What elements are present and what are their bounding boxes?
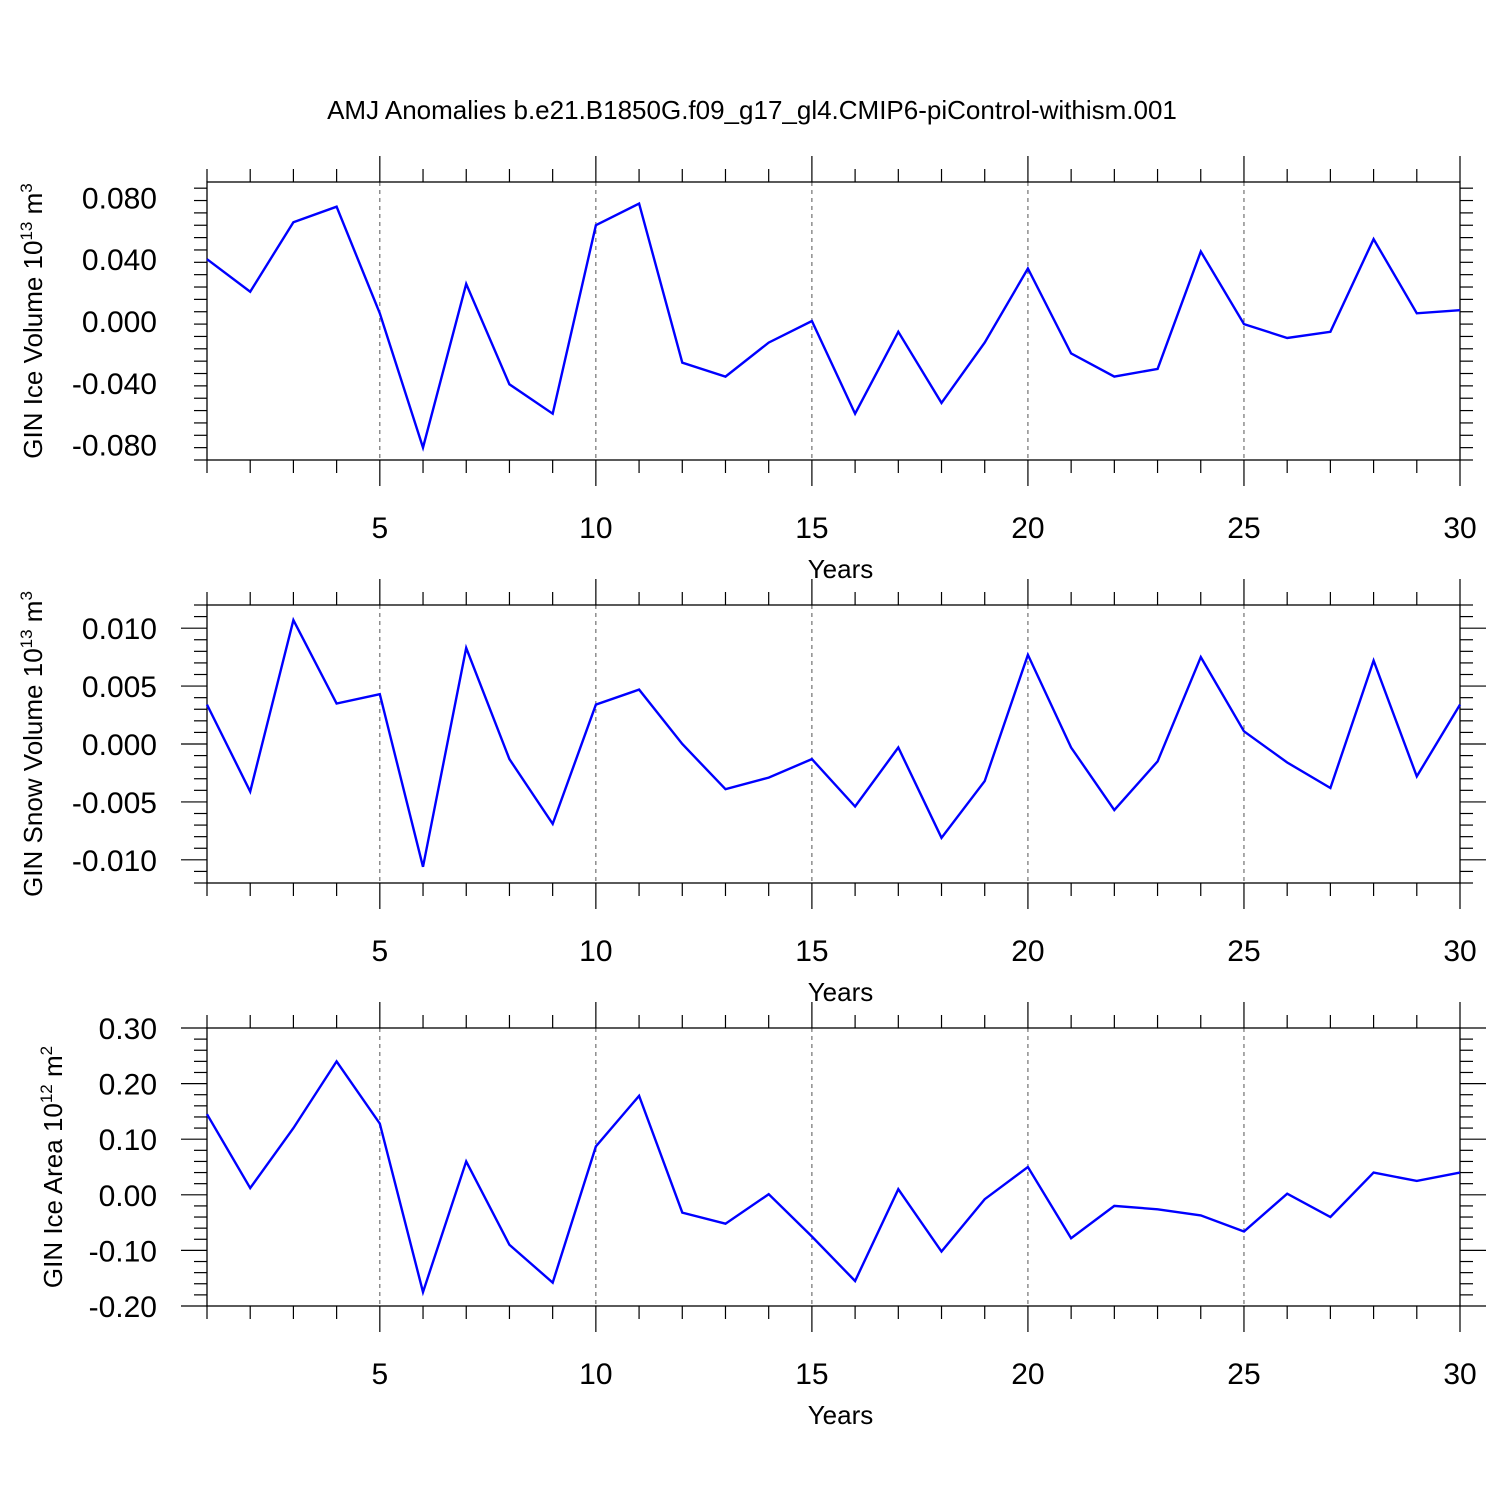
- x-tick-label: 10: [579, 512, 612, 545]
- y-axis-label: GIN Snow Volume 1013 m3: [17, 591, 48, 897]
- x-tick-label: 5: [371, 935, 388, 968]
- x-tick-label: 10: [579, 935, 612, 968]
- x-axis-label: Years: [808, 977, 874, 1007]
- plot-frame: [206, 604, 1461, 884]
- x-tick-label: 20: [1011, 1358, 1044, 1391]
- y-tick-label: 0.010: [82, 613, 157, 646]
- y-tick-label: 0.080: [82, 182, 157, 215]
- y-axis-label: GIN Ice Volume 1013 m3: [17, 183, 48, 459]
- chart-panel-1: 5 10 15 20 25 30 Years -0.080 -0.040 0.000 0.040 0.…: [17, 156, 1477, 584]
- y-tick-label: 0.040: [82, 244, 157, 277]
- panels: 5 10 15 20 25 30 Years -0.080 -0.040 0.000 0.040 0.…: [17, 156, 1486, 1430]
- y-tick-label: 0.000: [82, 729, 157, 762]
- x-tick-label: 30: [1443, 935, 1476, 968]
- x-tick-label: 25: [1227, 935, 1260, 968]
- y-tick-label: 0.10: [99, 1124, 157, 1157]
- x-tick-label: 30: [1443, 512, 1476, 545]
- plot-frame: [206, 181, 1461, 461]
- x-tick-label: 15: [795, 1358, 828, 1391]
- y-tick-label: 0.20: [99, 1069, 157, 1102]
- y-tick-label: -0.10: [89, 1235, 157, 1268]
- y-tick-label: -0.20: [89, 1291, 157, 1324]
- x-tick-label: 15: [795, 512, 828, 545]
- y-tick-label: 0.000: [82, 306, 157, 339]
- plot-frame: [206, 1027, 1461, 1307]
- series-line: [205, 616, 1462, 868]
- y-axis-label: GIN Ice Area 1012 m2: [37, 1046, 68, 1288]
- chart-panel-3: 5 10 15 20 25 30 Years -0.20 -0.10 0.00 0.10 0.20 0.…: [37, 1002, 1486, 1430]
- x-axis-label: Years: [808, 554, 874, 584]
- x-tick-label: 20: [1011, 935, 1044, 968]
- series-line: [206, 201, 1461, 452]
- figure-title: AMJ Anomalies b.e21.B1850G.f09_g17_gl4.C…: [327, 95, 1177, 125]
- x-tick-label: 20: [1011, 512, 1044, 545]
- x-tick-label: 25: [1227, 1358, 1260, 1391]
- y-tick-label: 0.005: [82, 671, 157, 704]
- x-tick-label: 5: [371, 512, 388, 545]
- x-tick-label: 30: [1443, 1358, 1476, 1391]
- y-tick-label: -0.005: [72, 787, 157, 820]
- x-tick-label: 25: [1227, 512, 1260, 545]
- chart-panel-2: 5 10 15 20 25 30 Years -0.010 -0.005 0.000 0.005 0.…: [17, 579, 1486, 1007]
- y-tick-label: 0.00: [99, 1180, 157, 1213]
- series-line: [205, 1059, 1461, 1297]
- y-tick-label: -0.010: [72, 845, 157, 878]
- x-tick-label: 10: [579, 1358, 612, 1391]
- x-axis-label: Years: [808, 1400, 874, 1430]
- y-tick-label: -0.040: [72, 368, 157, 401]
- x-tick-label: 15: [795, 935, 828, 968]
- y-tick-label: 0.30: [99, 1013, 157, 1046]
- x-tick-label: 5: [371, 1358, 388, 1391]
- y-tick-label: -0.080: [72, 430, 157, 463]
